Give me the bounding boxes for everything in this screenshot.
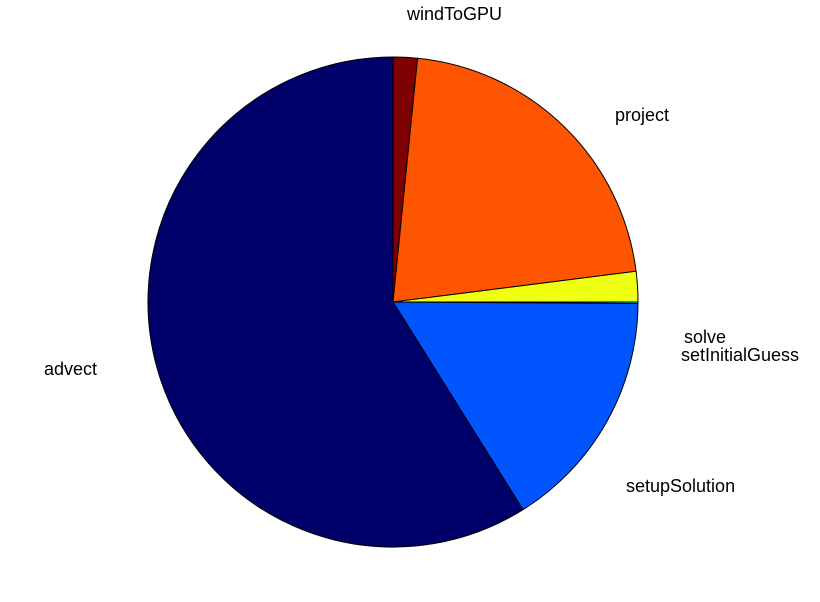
pie-slice-advect — [147, 56, 524, 548]
pie-slice-setup-solution — [392, 301, 639, 511]
slice-label-solve: solve — [684, 327, 726, 347]
pie-slices — [147, 56, 639, 548]
slice-label-advect: advect — [44, 359, 97, 379]
pie-slice-project — [392, 57, 637, 303]
slice-label-set-initial-guess: setInitialGuess — [681, 345, 799, 365]
slice-label-wind-to-gpu: windToGPU — [406, 4, 502, 24]
slice-label-project: project — [615, 105, 669, 125]
slice-label-setup-solution: setupSolution — [626, 476, 735, 496]
